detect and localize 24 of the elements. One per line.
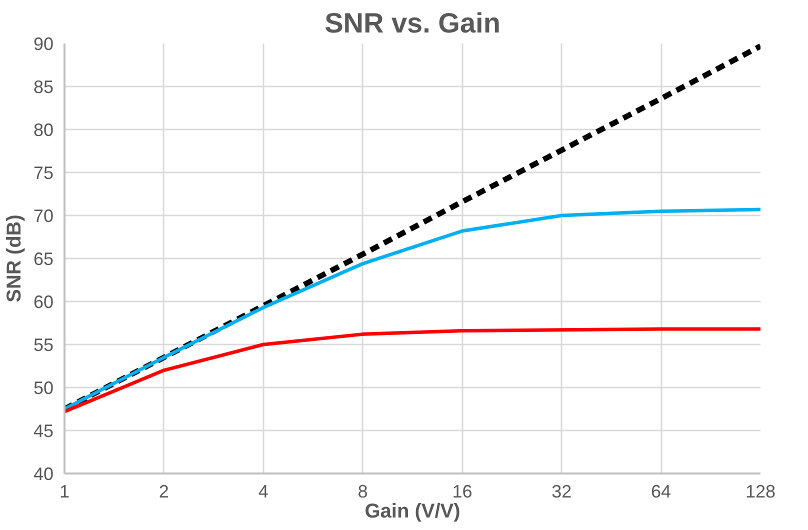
y-tick-label: 80	[33, 120, 54, 140]
y-axis-title: SNR (dB)	[3, 214, 26, 302]
y-tick-label: 60	[33, 292, 54, 312]
chart-title: SNR vs. Gain	[324, 8, 500, 38]
x-tick-label: 8	[358, 482, 368, 502]
y-tick-label: 85	[33, 77, 54, 97]
y-tick-label: 90	[33, 34, 54, 54]
x-tick-label: 2	[158, 482, 169, 502]
line-series	[64, 327, 760, 414]
x-tick-label: 4	[258, 482, 268, 502]
y-tick-label: 75	[33, 163, 54, 183]
x-tick-label: 16	[452, 482, 472, 502]
x-tick-label: 128	[745, 482, 776, 502]
x-axis-title: Gain (V/V)	[364, 500, 460, 522]
y-tick-label: 40	[33, 464, 54, 484]
y-tick-label: 50	[33, 378, 54, 398]
y-tick-label: 70	[33, 206, 54, 226]
y-tick-label: 55	[33, 335, 54, 355]
line-series	[64, 208, 760, 411]
y-tick-label: 65	[33, 249, 54, 269]
y-tick-label: 45	[33, 421, 54, 441]
x-tick-label: 64	[651, 482, 672, 502]
x-tick-label: 32	[552, 482, 572, 502]
x-tick-label: 1	[59, 482, 70, 502]
